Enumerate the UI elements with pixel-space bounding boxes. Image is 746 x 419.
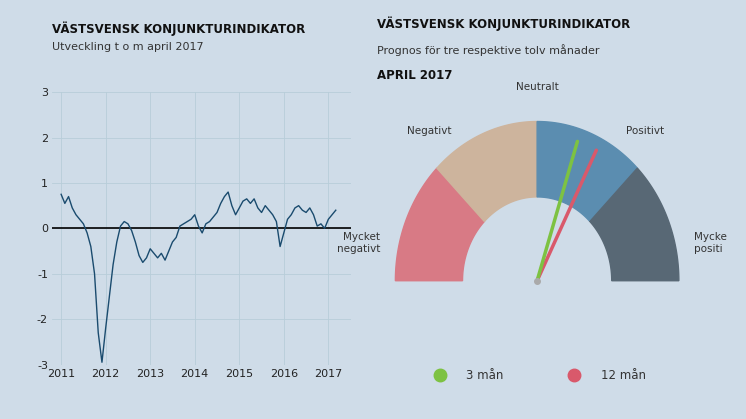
Text: 3 mån: 3 mån (466, 368, 504, 382)
Text: Utveckling t o m april 2017: Utveckling t o m april 2017 (52, 42, 204, 52)
Text: Mycket
negativt: Mycket negativt (337, 233, 380, 254)
Text: VÄSTSVENSK KONJUNKTURINDIKATOR: VÄSTSVENSK KONJUNKTURINDIKATOR (52, 21, 305, 36)
Text: Negativt: Negativt (407, 126, 451, 136)
Polygon shape (537, 122, 637, 222)
Text: Mycke
positi: Mycke positi (694, 233, 727, 254)
Text: 12 mån: 12 mån (601, 368, 645, 382)
Text: Neutralt: Neutralt (515, 82, 559, 92)
Text: Prognos för tre respektive tolv månader: Prognos för tre respektive tolv månader (377, 44, 599, 56)
Polygon shape (590, 168, 679, 281)
Text: APRIL 2017: APRIL 2017 (377, 69, 452, 82)
Text: VÄSTSVENSK KONJUNKTURINDIKATOR: VÄSTSVENSK KONJUNKTURINDIKATOR (377, 17, 630, 31)
Text: Positivt: Positivt (626, 126, 664, 136)
Polygon shape (437, 122, 537, 222)
Polygon shape (395, 168, 484, 281)
